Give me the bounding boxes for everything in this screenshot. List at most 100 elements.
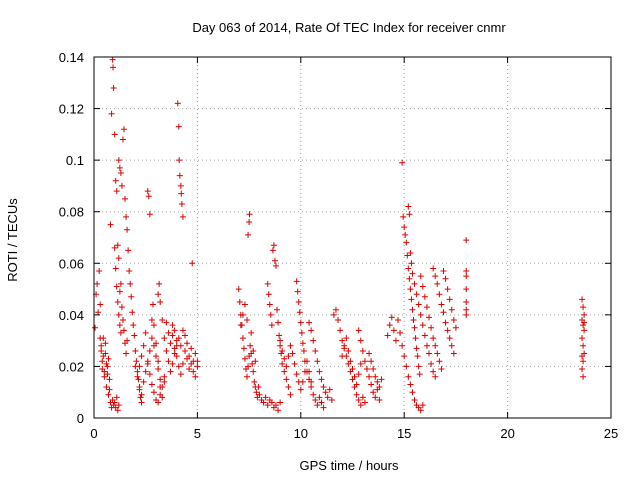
data-point — [192, 350, 199, 357]
data-point — [113, 283, 120, 290]
data-point — [126, 268, 133, 275]
data-point — [434, 280, 441, 287]
data-point — [241, 301, 248, 308]
data-point — [245, 231, 252, 238]
y-tick-label: 0.12 — [59, 102, 84, 117]
data-point — [114, 298, 121, 305]
data-point — [111, 399, 118, 406]
data-point — [438, 366, 445, 373]
y-tick-label: 0.08 — [59, 205, 84, 220]
data-point — [275, 319, 282, 326]
data-point — [236, 298, 243, 305]
data-point — [244, 317, 251, 324]
data-point — [446, 296, 453, 303]
plot-frame — [93, 56, 612, 419]
data-point — [103, 360, 110, 367]
data-point — [366, 350, 373, 357]
data-point — [145, 193, 152, 200]
data-point — [353, 381, 360, 388]
data-point — [353, 391, 360, 398]
data-point — [115, 255, 122, 262]
data-point — [269, 247, 276, 254]
data-point — [116, 164, 123, 171]
data-point — [417, 273, 424, 280]
data-point — [299, 378, 306, 385]
data-point — [114, 407, 121, 414]
data-point — [426, 350, 433, 357]
data-point — [192, 373, 199, 380]
data-point — [407, 381, 414, 388]
data-point — [301, 358, 308, 365]
data-point — [450, 350, 457, 357]
data-point — [400, 213, 407, 220]
data-point — [359, 394, 366, 401]
data-point — [245, 363, 252, 370]
data-point — [421, 332, 428, 339]
data-point — [370, 389, 377, 396]
data-point — [330, 311, 337, 318]
data-point — [417, 311, 424, 318]
data-point — [181, 332, 188, 339]
data-point — [95, 309, 102, 316]
data-point — [289, 350, 296, 357]
data-point — [415, 363, 422, 370]
data-point — [113, 188, 120, 195]
data-point — [188, 345, 195, 352]
data-point — [349, 366, 356, 373]
data-point — [184, 340, 191, 347]
data-point — [134, 368, 141, 375]
data-point — [246, 219, 253, 226]
data-point — [440, 309, 447, 316]
data-point — [452, 324, 459, 331]
data-point — [376, 396, 383, 403]
data-point — [118, 182, 125, 189]
data-point — [463, 273, 470, 280]
data-point — [310, 391, 317, 398]
data-point — [411, 396, 418, 403]
data-point — [579, 296, 586, 303]
data-point — [432, 373, 439, 380]
data-point — [255, 384, 262, 391]
data-point — [266, 301, 273, 308]
data-point — [434, 350, 441, 357]
data-point — [408, 260, 415, 267]
data-point — [581, 311, 588, 318]
data-point — [275, 407, 282, 414]
data-point — [345, 347, 352, 354]
data-point — [194, 363, 201, 370]
data-point — [372, 373, 379, 380]
data-point — [110, 64, 117, 71]
data-point — [111, 131, 118, 138]
x-tick-label: 15 — [397, 426, 411, 441]
data-point — [291, 360, 298, 367]
data-point — [409, 306, 416, 313]
data-point — [235, 286, 242, 293]
data-point — [401, 353, 408, 360]
data-point — [407, 286, 414, 293]
data-point — [123, 350, 130, 357]
data-point — [419, 322, 426, 329]
data-point — [361, 358, 368, 365]
data-point — [136, 363, 143, 370]
data-point — [157, 376, 164, 383]
data-point — [98, 342, 105, 349]
data-point — [368, 358, 375, 365]
data-point — [384, 332, 391, 339]
data-point — [146, 371, 153, 378]
data-point — [446, 335, 453, 342]
data-point — [149, 301, 156, 308]
data-point — [169, 332, 176, 339]
data-point — [416, 371, 423, 378]
data-point — [343, 335, 350, 342]
data-point — [318, 399, 325, 406]
data-point — [409, 270, 416, 277]
data-point — [118, 304, 125, 311]
data-point — [173, 353, 180, 360]
data-point — [116, 288, 123, 295]
data-point — [94, 280, 101, 287]
data-point — [339, 337, 346, 344]
data-point — [283, 363, 290, 370]
data-point — [374, 378, 381, 385]
data-point — [399, 342, 406, 349]
data-point — [332, 306, 339, 313]
